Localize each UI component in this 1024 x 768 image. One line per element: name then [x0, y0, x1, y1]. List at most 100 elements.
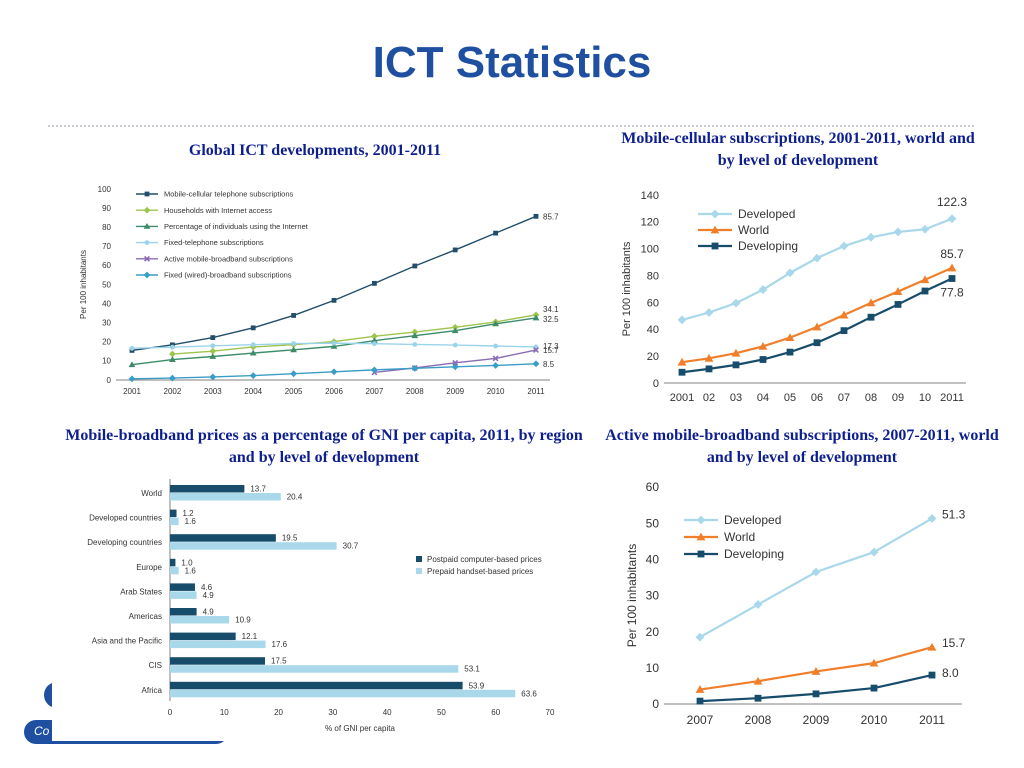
- c4-y-tick-40: 40: [646, 553, 660, 567]
- c2-y-tick-120: 120: [641, 217, 659, 229]
- c3-x-axis-label: % of GNI per capita: [325, 724, 395, 733]
- c4-end-label-developed: 51.3: [942, 507, 966, 521]
- c4-legend-marker-world: [696, 532, 706, 541]
- c2-x-tick-07-6: 07: [838, 392, 850, 404]
- c1-point-percentage-of-individuals-using-the-internet-8: [451, 327, 459, 334]
- c2-point-world-2: [731, 348, 741, 357]
- c2-line-developed: [681, 217, 953, 321]
- c3-x-tick-70: 70: [546, 708, 555, 717]
- c4-point-world-4: [927, 642, 937, 651]
- c3-bar-label-postpaid-computer-based-prices-world: 13.7: [250, 485, 266, 494]
- c3-bar-prepaid-handset-based-prices-asia-and-the-pacific: [170, 640, 266, 649]
- c2-end-label-developed: 122.3: [937, 195, 967, 209]
- c3-bar-prepaid-handset-based-prices-europe: [170, 566, 179, 575]
- c1-legend-marker-fixed-telephone-subscriptions: [144, 240, 150, 245]
- c1-end-label-fixed-wired-broadband-subscriptions: 8.5: [543, 360, 555, 369]
- c3-category-africa: Africa: [142, 686, 163, 695]
- c3-bar-label-prepaid-handset-based-prices-arab-states: 4.9: [203, 591, 215, 600]
- c1-legend-label-active-mobile-broadband-subscriptions: Active mobile-broadband subscriptions: [164, 254, 293, 263]
- c1-legend-label-percentage-of-individuals-using-the-internet: Percentage of individuals using the Inte…: [164, 222, 309, 231]
- c3-category-world: World: [141, 489, 162, 498]
- c1-point-fixed-wired-broadband-subscriptions-4: [290, 370, 297, 378]
- c1-line-households-with-internet-access: [172, 314, 537, 355]
- c2-legend-marker-developed: [710, 209, 720, 219]
- c1-point-mobile-cellular-telephone-subscriptions-6: [372, 280, 377, 286]
- c4-point-world-3: [869, 658, 879, 667]
- c2-point-developing-9: [921, 287, 929, 295]
- c2-point-developed-3: [758, 285, 768, 295]
- chart-broadband-prices-panel: 0 10 20 30 40 50 60 70 % of GNI per capita World 1…: [52, 473, 586, 741]
- c2-y-tick-60: 60: [647, 297, 659, 309]
- c2-point-world-6: [839, 310, 849, 319]
- c1-point-mobile-cellular-telephone-subscriptions-9: [493, 230, 498, 236]
- c1-point-households-with-internet-access-2: [209, 347, 217, 355]
- c2-legend-label-developed: Developed: [738, 207, 795, 221]
- c1-point-mobile-cellular-telephone-subscriptions-4: [291, 313, 296, 318]
- slide-title: ICT Statistics: [372, 38, 652, 87]
- c1-point-fixed-wired-broadband-subscriptions-6: [371, 366, 378, 374]
- c1-x-tick-2011-10: 2011: [527, 387, 545, 396]
- c2-point-world-3: [758, 341, 768, 350]
- c4-y-axis-label: Per 100 inhabitants: [625, 544, 639, 647]
- c4-legend-label-developed: Developed: [724, 513, 781, 527]
- chart-broadband-prices: 0 10 20 30 40 50 60 70 % of GNI per capita World 1…: [87, 479, 555, 733]
- c3-bar-label-postpaid-computer-based-prices-americas: 4.9: [203, 608, 215, 617]
- c3-category-asia-and-the-pacific: Asia and the Pacific: [92, 637, 162, 646]
- c1-x-tick-2007-6: 2007: [366, 387, 384, 396]
- c1-legend-marker-mobile-cellular-telephone-subscriptions: [144, 191, 150, 197]
- c1-x-tick-2003-2: 2003: [204, 387, 222, 396]
- c1-y-tick-20: 20: [102, 338, 111, 347]
- c4-x-tick-2010-3: 2010: [861, 713, 888, 727]
- c2-point-world-10: [947, 263, 957, 272]
- c1-x-tick-2006-5: 2006: [325, 387, 343, 396]
- c2-point-developing-10: [948, 275, 956, 282]
- c1-point-fixed-telephone-subscriptions-1: [170, 344, 175, 350]
- c2-x-tick-08-7: 08: [865, 392, 877, 404]
- c3-bar-prepaid-handset-based-prices-cis: [170, 665, 459, 673]
- c1-y-tick-10: 10: [102, 357, 111, 366]
- caption-global-ict: Global ICT developments, 2001-2011: [188, 142, 442, 159]
- c4-end-label-world: 15.7: [942, 636, 966, 650]
- c3-bar-postpaid-computer-based-prices-europe: [170, 558, 176, 567]
- c1-x-tick-2002-1: 2002: [164, 387, 182, 396]
- c4-x-tick-2008-1: 2008: [745, 713, 772, 727]
- c3-x-tick-50: 50: [437, 708, 446, 717]
- footer-bar-text: Co: [34, 724, 50, 738]
- c3-bar-postpaid-computer-based-prices-americas: [170, 608, 197, 616]
- c1-x-tick-2010-9: 2010: [487, 387, 505, 396]
- chart-global-ict-panel: 0 10 20 30 40 50 60 70 80 90 100 2001 2002 2003 2004 20…: [52, 174, 586, 408]
- c1-point-fixed-telephone-subscriptions-7: [412, 342, 418, 347]
- c3-bar-label-postpaid-computer-based-prices-asia-and-the-pacific: 12.1: [242, 632, 258, 641]
- c3-category-cis: CIS: [149, 661, 162, 670]
- c3-bar-postpaid-computer-based-prices-africa: [170, 681, 463, 690]
- c3-bar-label-postpaid-computer-based-prices-developing-countries: 19.5: [282, 534, 298, 543]
- c3-bar-prepaid-handset-based-prices-americas: [170, 616, 230, 624]
- c4-x-tick-2011-4: 2011: [919, 713, 945, 727]
- c2-point-developing-1: [705, 365, 713, 373]
- c4-y-tick-30: 30: [646, 589, 660, 603]
- c1-point-percentage-of-individuals-using-the-internet-9: [492, 320, 499, 327]
- c3-bar-label-prepaid-handset-based-prices-africa: 63.6: [521, 689, 537, 698]
- chart-active-broadband: 0 10 20 30 40 50 60 2007 2008 2009 2010 2011 Per 100…: [625, 480, 966, 727]
- c3-legend-swatch-postpaid-computer-based-prices: [416, 556, 422, 562]
- c2-legend-marker-developing: [711, 242, 719, 250]
- c3-category-developing-countries: Developing countries: [87, 538, 162, 547]
- c1-x-tick-2008-7: 2008: [406, 387, 424, 396]
- c1-y-tick-30: 30: [102, 319, 111, 328]
- c3-category-europe: Europe: [136, 563, 162, 572]
- c4-legend-marker-developing: [697, 550, 705, 558]
- c1-point-households-with-internet-access-7: [411, 328, 419, 336]
- c3-bar-postpaid-computer-based-prices-developed-countries: [170, 509, 177, 518]
- c2-point-developing-8: [894, 301, 902, 308]
- c1-point-fixed-telephone-subscriptions-0: [129, 345, 135, 351]
- chart-mobile-cellular: 0 20 40 60 80 100 120 140 2001 02 03 04 05 06 07 08 09 10…: [621, 190, 967, 404]
- c2-point-world-4: [785, 333, 795, 342]
- c4-point-world-0: [695, 685, 705, 693]
- c4-point-world-2: [811, 667, 821, 675]
- c3-bar-label-prepaid-handset-based-prices-americas: 10.9: [235, 616, 251, 625]
- c2-y-tick-20: 20: [647, 351, 659, 363]
- c1-y-tick-0: 0: [107, 376, 112, 385]
- c2-point-developed-5: [812, 253, 822, 263]
- c2-x-tick-02-1: 02: [703, 392, 715, 404]
- c2-point-world-5: [812, 322, 822, 331]
